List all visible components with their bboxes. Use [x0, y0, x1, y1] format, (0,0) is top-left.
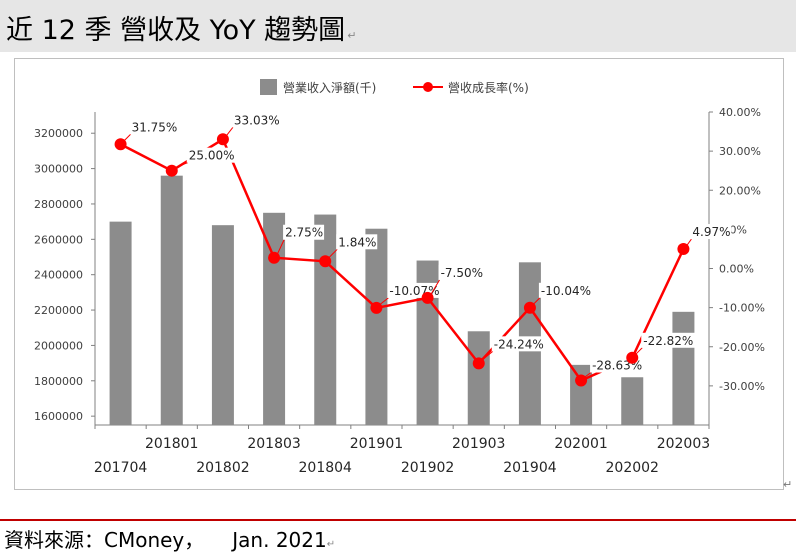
end-mark-icon: ↵ [783, 478, 793, 491]
right-tick-label: 20.00% [719, 184, 761, 197]
data-label-leader [634, 347, 643, 356]
page-title: 近 12 季 營收及 YoY 趨勢圖 ↵ [6, 8, 356, 47]
data-label-leader [276, 239, 285, 255]
data-label-bg [231, 112, 281, 128]
left-tick-label: 2800000 [34, 198, 83, 211]
x-tick-label: 201904 [503, 460, 557, 476]
data-label: -24.24% [494, 337, 544, 351]
data-label: -10.04% [541, 284, 591, 298]
source-date: Jan. 2021 [232, 528, 327, 552]
x-tick-label: 202002 [606, 460, 659, 476]
legend: 營業收入淨額(千) 營收成長率(%) [260, 79, 529, 95]
data-label: 33.03% [234, 113, 280, 127]
revenue-bar [467, 331, 490, 425]
data-label-leader [686, 238, 692, 247]
data-label-leader [532, 297, 541, 306]
revenue-bar [263, 212, 286, 425]
revenue-bar [416, 260, 439, 425]
x-tick-label: 202001 [554, 436, 607, 452]
legend-bar-swatch [260, 79, 277, 95]
growth-point [165, 164, 178, 177]
bar-series [109, 175, 695, 425]
data-label: 4.97% [692, 225, 730, 239]
red-divider [0, 519, 796, 521]
right-tick-label: -20.00% [719, 341, 765, 354]
left-tick-label: 3200000 [34, 127, 83, 140]
left-tick-label: 1600000 [34, 410, 83, 423]
data-label-leader [225, 126, 234, 137]
page-title-text: 近 12 季 營收及 YoY 趨勢圖 [6, 15, 346, 46]
left-tick-label: 2600000 [34, 233, 83, 246]
data-label-leader [583, 372, 592, 378]
paragraph-mark-icon: ↵ [326, 539, 336, 550]
revenue-bar [314, 214, 337, 425]
axes: 1600000 1800000 2000000 2200000 2400000 26000… [34, 106, 765, 429]
data-label: 1.84% [338, 235, 376, 249]
growth-series: 31.75%25.00%33.03%2.75%1.84%-10.07%-7.50… [114, 112, 732, 387]
x-tick-label: 201802 [196, 460, 249, 476]
data-label-leader [174, 162, 188, 169]
title-bar: 近 12 季 營收及 YoY 趨勢圖 ↵ [0, 0, 796, 52]
growth-line [120, 137, 685, 383]
data-label-bg [438, 264, 487, 280]
x-tick-label: 201704 [94, 460, 148, 476]
data-label-bg [690, 224, 732, 240]
data-label: -7.50% [441, 266, 483, 280]
x-axis-labels: 201704 201801 201802 201803 201804 201901 2019… [94, 436, 710, 476]
legend-line-label: 營收成長率(%) [448, 80, 529, 95]
x-tick-label: 202003 [657, 436, 710, 452]
revenue-bar [160, 175, 183, 425]
data-label-leader [430, 279, 441, 296]
data-label-bg [186, 147, 236, 163]
legend-line-marker [423, 82, 433, 92]
paragraph-mark-icon: ↵ [347, 29, 357, 42]
right-tick-label: 40.00% [719, 106, 761, 119]
chart-frame: 營業收入淨額(千) 營收成長率(%) 1600000 1800000 2000000… [14, 58, 784, 490]
data-label: 31.75% [132, 120, 178, 134]
revenue-bar [621, 377, 644, 425]
data-label: 25.00% [189, 149, 235, 163]
right-tick-label: -30.00% [719, 380, 765, 393]
right-tick-label: 0.00% [719, 263, 754, 276]
data-label-bg [336, 234, 378, 250]
x-tick-label: 201903 [452, 436, 505, 452]
data-label-bg [641, 332, 698, 348]
x-tick-label: 201801 [145, 436, 198, 452]
data-label-bg [491, 336, 548, 352]
data-label-leader [379, 297, 389, 306]
left-tick-label: 2000000 [34, 339, 83, 352]
left-tick-label: 3000000 [34, 163, 83, 176]
data-label: -22.82% [643, 334, 693, 348]
left-tick-label: 1800000 [34, 375, 83, 388]
right-tick-label: 30.00% [719, 145, 761, 158]
x-tick-label: 201804 [299, 460, 353, 476]
revenue-yoy-chart: 營業收入淨額(千) 營收成長率(%) 1600000 1800000 2000000… [34, 79, 765, 476]
x-tick-label: 201803 [247, 436, 300, 452]
right-tick-label: -10.00% [719, 302, 765, 315]
data-label-bg [283, 224, 325, 240]
growth-point [268, 251, 281, 264]
x-tick-label: 201901 [350, 436, 403, 452]
data-label-leader [123, 133, 131, 142]
data-label: 2.75% [285, 226, 323, 240]
source-label: 資料來源：CMoney， [4, 528, 205, 552]
left-tick-label: 2400000 [34, 269, 83, 282]
data-label-bg [538, 282, 595, 298]
data-label-bg [129, 119, 178, 135]
revenue-bar [365, 228, 388, 425]
x-tick-label: 201902 [401, 460, 454, 476]
revenue-bar [211, 225, 234, 425]
data-label-leader [327, 248, 338, 259]
left-tick-label: 2200000 [34, 304, 83, 317]
source-line: 資料來源：CMoney， Jan. 2021↵ [4, 524, 335, 553]
legend-bar-label: 營業收入淨額(千) [283, 81, 376, 95]
data-label-leader [481, 350, 494, 361]
revenue-bar [672, 311, 695, 425]
revenue-bar [109, 221, 132, 425]
